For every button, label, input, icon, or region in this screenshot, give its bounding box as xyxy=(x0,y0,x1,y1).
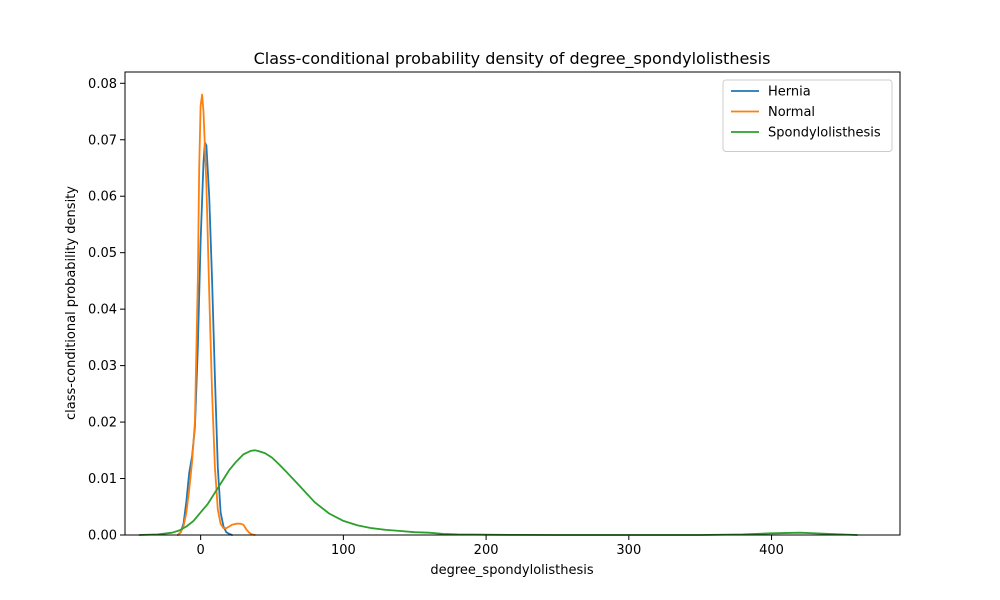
x-axis-label: degree_spondylolisthesis xyxy=(430,563,594,578)
y-axis-label: class-conditional probability density xyxy=(64,186,79,420)
x-tick-label: 100 xyxy=(331,543,356,558)
legend-label: Hernia xyxy=(768,85,811,100)
y-tick-label: 0.06 xyxy=(88,190,117,205)
legend-box xyxy=(722,79,893,152)
y-axis-ticks: 0.00 0.01 0.02 0.03 0.04 0.05 0.06 0.07 0.08 xyxy=(88,77,125,544)
x-tick-label: 0 xyxy=(197,543,205,558)
legend-label: Normal xyxy=(768,105,815,120)
legend: Hernia Normal Spondylolisthesis xyxy=(722,79,893,152)
y-tick-label: 0.07 xyxy=(88,133,117,148)
series-line-normal xyxy=(176,93,256,536)
y-tick-label: 0.08 xyxy=(88,77,117,92)
y-tick-label: 0.01 xyxy=(88,472,117,487)
x-tick-label: 200 xyxy=(474,543,499,558)
x-tick-label: 400 xyxy=(759,543,784,558)
y-tick-label: 0.03 xyxy=(88,359,117,374)
legend-label: Spondylolisthesis xyxy=(768,126,881,141)
y-tick-label: 0.00 xyxy=(88,529,117,544)
chart-title: Class-conditional probability density of… xyxy=(254,49,771,69)
x-tick-label: 300 xyxy=(616,543,641,558)
x-axis-ticks: 0 100 200 300 400 xyxy=(197,535,784,558)
y-tick-label: 0.04 xyxy=(88,303,117,318)
y-tick-label: 0.02 xyxy=(88,416,117,431)
plot-frame xyxy=(124,71,901,536)
y-tick-label: 0.05 xyxy=(88,246,117,261)
